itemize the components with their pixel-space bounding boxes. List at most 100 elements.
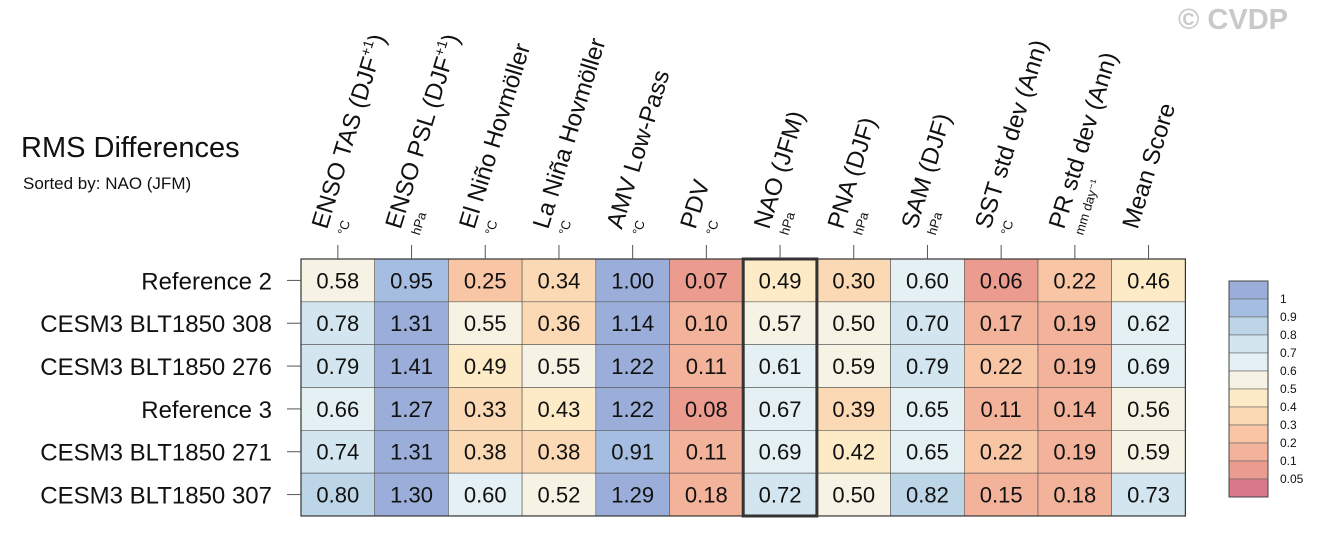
cell-value: 0.80 [316, 483, 359, 508]
cell-value: 0.62 [1127, 311, 1170, 336]
colorbar-segment [1228, 280, 1269, 300]
cell-value: 0.55 [464, 311, 507, 336]
heatmap-cell [890, 258, 965, 303]
cell-value: 0.42 [832, 440, 875, 465]
row-label: CESM3 BLT1850 307 [40, 483, 272, 510]
heatmap-cell [448, 301, 523, 345]
heatmap-cell [448, 430, 523, 474]
heatmap-cell [669, 387, 744, 431]
column-label: PNA (DJF) [823, 114, 882, 232]
cell-value: 0.22 [980, 440, 1023, 465]
heatmap-cell [300, 258, 375, 303]
column-label-superscript: +1 [431, 38, 451, 58]
heatmap-cell [669, 344, 744, 388]
cell-value: 0.56 [1127, 397, 1170, 422]
heatmap-cell [448, 472, 523, 517]
colorbar-tick-label: 0.8 [1280, 328, 1297, 342]
column-label-superscript: +1 [357, 38, 377, 58]
cell-value: 0.58 [316, 268, 359, 293]
heatmap-cell [521, 472, 597, 517]
cell-value: 0.11 [686, 440, 727, 465]
heatmap-cell [742, 387, 818, 431]
colorbar-tick-label: 0.1 [1280, 454, 1297, 468]
cell-value: 0.08 [685, 397, 728, 422]
heatmap-cell [1111, 430, 1186, 474]
cell-value: 1.41 [390, 354, 433, 379]
heatmap-cell [890, 344, 965, 388]
cell-value: 0.69 [759, 440, 802, 465]
heatmap-cell [963, 344, 1039, 388]
colorbar-tick-label: 0.6 [1280, 364, 1297, 378]
heatmap-cell [448, 387, 523, 431]
cell-value: 1.00 [611, 268, 654, 293]
colorbar-segment [1228, 424, 1269, 444]
cell-value: 0.50 [832, 483, 875, 508]
heatmap-cell [1037, 301, 1112, 345]
cell-value: 0.59 [1127, 440, 1170, 465]
cell-value: 0.59 [832, 354, 875, 379]
column-label: NAO (JFM) [749, 108, 810, 232]
cell-value: 0.73 [1127, 483, 1170, 508]
cell-value: 0.49 [759, 268, 802, 293]
cell-value: 0.82 [906, 483, 949, 508]
row-label: CESM3 BLT1850 276 [40, 354, 272, 381]
cell-value: 0.19 [1053, 311, 1096, 336]
column-label: ENSO TAS (DJF+1) [305, 30, 392, 231]
cell-value: 0.39 [832, 397, 875, 422]
cell-value: 0.11 [686, 354, 727, 379]
cell-value: 0.66 [316, 397, 359, 422]
heatmap-cell [1111, 387, 1186, 431]
column-label-text: La Niña Hovmöller [528, 35, 612, 232]
column-unit: hPa [850, 209, 871, 236]
column-label-group: NAO (JFM)hPa [749, 108, 810, 237]
heatmap-cell [890, 301, 965, 345]
colorbar-segment [1228, 352, 1269, 372]
cell-value: 0.43 [538, 397, 581, 422]
heatmap-cell [963, 301, 1039, 345]
column-label: La Niña Hovmöller [528, 35, 612, 232]
cell-value: 0.79 [906, 354, 949, 379]
colorbar-tick-label: 0.3 [1280, 418, 1297, 432]
heatmap-cell [742, 472, 818, 517]
colorbar-segment [1228, 460, 1269, 480]
heatmap-cell [963, 387, 1039, 431]
colorbar-tick-label: 0.2 [1280, 436, 1297, 450]
cell-value: 0.19 [1053, 354, 1096, 379]
cell-value: 0.50 [832, 311, 875, 336]
heatmap-cell [300, 301, 375, 345]
cell-value: 0.25 [464, 268, 507, 293]
column-unit: hPa [924, 209, 945, 236]
heatmap-cells: 0.58 0.95 0.25 0.34 1.00 0.07 0.49 0.30 0.60 0.06… [300, 257, 1187, 518]
heatmap-cell [521, 301, 597, 345]
cell-value: 0.17 [980, 311, 1023, 336]
column-label: SAM (DJF) [896, 110, 957, 231]
cell-value: 0.78 [316, 311, 359, 336]
cell-value: 0.07 [685, 268, 728, 293]
cell-value: 0.69 [1127, 354, 1170, 379]
heatmap-cell [1111, 472, 1186, 517]
column-label: El Niño Hovmöller [454, 40, 536, 232]
heatmap-cell [1037, 344, 1112, 388]
cell-value: 0.11 [981, 397, 1022, 422]
cell-value: 0.95 [390, 268, 433, 293]
column-label-group: PNA (DJF)hPa [823, 114, 882, 237]
heatmap-cell [595, 301, 670, 345]
cell-value: 0.52 [538, 483, 581, 508]
colorbar-tick-label: 0.9 [1280, 310, 1297, 324]
column-label: ENSO PSL (DJF+1) [379, 30, 466, 231]
colorbar-tick-label: 0.05 [1280, 472, 1304, 486]
colorbar-segment [1228, 316, 1269, 336]
heatmap-cell [374, 472, 449, 517]
column-label-text: ENSO PSL (DJF [380, 54, 458, 232]
row-label: Reference 2 [141, 268, 272, 295]
heatmap-cell [816, 472, 891, 517]
heatmap-cell [1037, 430, 1112, 474]
cell-value: 0.61 [759, 354, 802, 379]
cell-value: 0.22 [1053, 268, 1096, 293]
heatmap-cell [669, 301, 744, 345]
heatmap-cell [816, 387, 891, 431]
cell-value: 0.30 [832, 268, 875, 293]
heatmap-cell [1111, 301, 1186, 345]
cell-value: 0.57 [759, 311, 802, 336]
cell-value: 0.72 [759, 483, 802, 508]
